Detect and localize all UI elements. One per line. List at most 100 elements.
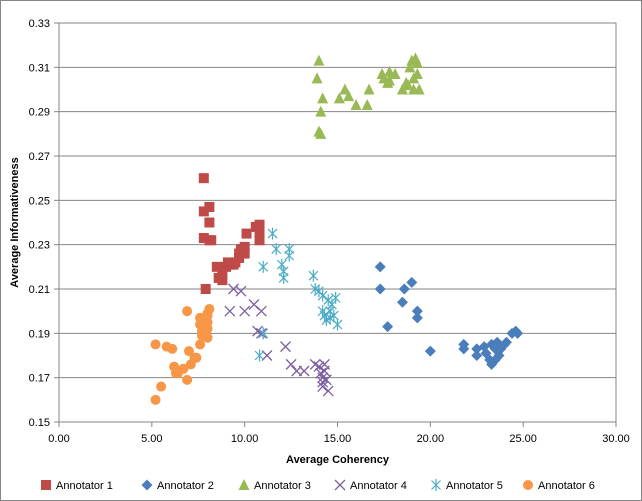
data-point bbox=[311, 72, 323, 84]
legend-marker bbox=[334, 479, 346, 491]
data-point bbox=[239, 241, 250, 252]
y-axis-title: Average Informativeness bbox=[9, 157, 21, 287]
data-point bbox=[211, 261, 222, 272]
data-point bbox=[317, 381, 329, 392]
data-point bbox=[406, 276, 418, 288]
y-tick-label: 0.15 bbox=[29, 417, 50, 429]
data-point bbox=[217, 275, 228, 286]
data-point bbox=[202, 323, 213, 334]
y-tick-label: 0.25 bbox=[29, 195, 50, 207]
data-point bbox=[363, 83, 375, 95]
data-point bbox=[398, 283, 410, 295]
data-point bbox=[258, 260, 269, 273]
data-point bbox=[271, 243, 282, 256]
y-tick-label: 0.27 bbox=[29, 151, 50, 163]
data-point bbox=[389, 67, 401, 79]
data-point bbox=[313, 54, 325, 66]
x-tick-label: 10.00 bbox=[231, 433, 259, 445]
y-tick-label: 0.21 bbox=[29, 284, 50, 296]
series-annotator-1 bbox=[198, 173, 265, 294]
data-point bbox=[150, 394, 161, 405]
data-point bbox=[284, 249, 295, 262]
legend-item-annotator-3: Annotator 3 bbox=[238, 479, 311, 492]
data-point bbox=[411, 67, 423, 79]
data-point bbox=[167, 343, 178, 354]
data-point bbox=[328, 309, 339, 322]
data-point bbox=[361, 99, 373, 111]
y-tick-label: 0.29 bbox=[29, 107, 50, 119]
data-point bbox=[224, 305, 236, 317]
data-point bbox=[204, 217, 215, 228]
y-tick-label: 0.19 bbox=[29, 328, 50, 340]
legend-marker bbox=[431, 479, 441, 491]
data-point bbox=[254, 219, 265, 230]
data-point bbox=[258, 327, 269, 340]
data-point bbox=[330, 291, 341, 304]
data-point bbox=[202, 332, 213, 343]
data-point bbox=[512, 327, 524, 339]
data-point bbox=[255, 327, 267, 339]
legend-label: Annotator 4 bbox=[350, 480, 407, 492]
data-point bbox=[413, 83, 425, 95]
legend-item-annotator-2: Annotator 2 bbox=[141, 479, 214, 492]
data-point bbox=[317, 92, 329, 104]
legend-item-annotator-5: Annotator 5 bbox=[431, 479, 503, 492]
data-point bbox=[278, 271, 289, 284]
data-point bbox=[411, 312, 423, 324]
data-point bbox=[382, 321, 394, 333]
legend-item-annotator-6: Annotator 6 bbox=[523, 480, 595, 492]
x-tick-label: 20.00 bbox=[417, 433, 445, 445]
data-point bbox=[404, 61, 416, 73]
data-point bbox=[317, 376, 329, 388]
axis-ticks: 0.15 0.17 0.19 0.21 0.23 0.25 0.27 0.29 0.31 0.33… bbox=[29, 18, 630, 445]
data-point bbox=[315, 105, 327, 117]
data-point bbox=[308, 269, 319, 282]
gridlines bbox=[59, 22, 616, 423]
x-tick-label: 0.00 bbox=[48, 433, 69, 445]
data-point bbox=[298, 365, 310, 377]
legend-label: Annotator 6 bbox=[538, 480, 595, 492]
y-tick-label: 0.31 bbox=[29, 62, 50, 74]
data-point bbox=[333, 92, 345, 104]
legend-label: Annotator 5 bbox=[446, 480, 503, 492]
data-point bbox=[315, 127, 327, 139]
data-point bbox=[327, 298, 337, 311]
data-point bbox=[280, 341, 291, 353]
data-point bbox=[396, 83, 408, 95]
data-point bbox=[182, 306, 193, 317]
data-point bbox=[182, 374, 193, 385]
data-point bbox=[402, 79, 414, 91]
data-point bbox=[322, 385, 334, 397]
y-tick-label: 0.17 bbox=[29, 373, 50, 385]
data-point bbox=[200, 284, 211, 294]
y-tick-label: 0.33 bbox=[29, 18, 50, 30]
data-point bbox=[183, 346, 194, 357]
data-point bbox=[198, 233, 209, 244]
data-point bbox=[383, 74, 395, 86]
legend-marker bbox=[141, 479, 153, 491]
data-point bbox=[178, 363, 189, 374]
data-point bbox=[156, 381, 167, 392]
data-point bbox=[374, 261, 386, 273]
data-point bbox=[254, 235, 265, 246]
data-point bbox=[458, 343, 470, 355]
data-point bbox=[267, 227, 278, 240]
legend: Annotator 1 Annotator 2 Annotator 3 Annotat… bbox=[41, 479, 595, 492]
data-points bbox=[150, 52, 524, 405]
data-point bbox=[396, 296, 408, 308]
legend-label: Annotator 1 bbox=[56, 480, 113, 492]
data-point bbox=[239, 305, 251, 317]
data-point bbox=[319, 365, 330, 377]
data-point bbox=[191, 352, 202, 363]
data-point bbox=[350, 99, 362, 111]
data-point bbox=[471, 350, 483, 361]
series-annotator-5 bbox=[254, 227, 343, 362]
data-point bbox=[374, 283, 386, 295]
y-tick-label: 0.23 bbox=[29, 240, 50, 252]
series-annotator-4 bbox=[224, 283, 334, 397]
legend-item-annotator-4: Annotator 4 bbox=[334, 479, 407, 492]
data-point bbox=[313, 361, 325, 373]
data-point bbox=[285, 358, 297, 370]
